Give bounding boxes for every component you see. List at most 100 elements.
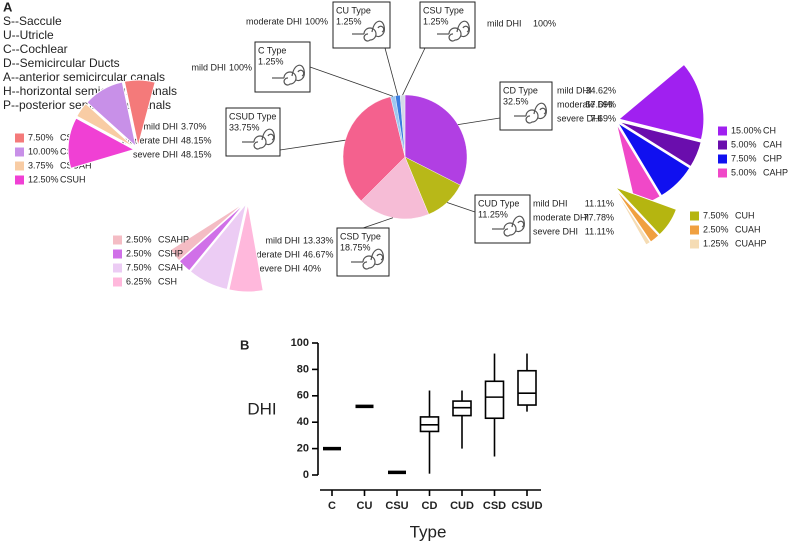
x-tick-label: CSU	[385, 500, 408, 512]
legend-label: CUAH	[735, 224, 761, 234]
subtype-wedge	[169, 201, 246, 262]
subtype-wedge	[613, 188, 652, 246]
dhi-percent: 48.15%	[181, 149, 212, 159]
x-tick-label: CU	[357, 500, 373, 512]
dhi-level: moderate DHI	[533, 212, 589, 222]
dhi-percent: 40%	[303, 263, 321, 273]
legend-percent: 2.50%	[126, 234, 152, 244]
dhi-level: moderate DHI	[122, 135, 178, 145]
legend-label: CAHP	[763, 167, 788, 177]
subtype-wedge	[617, 122, 691, 197]
connector	[279, 139, 346, 151]
legend-percent: 2.50%	[703, 224, 729, 234]
type-name: CUD Type	[478, 198, 519, 208]
dhi-percent: 13.33%	[303, 235, 334, 245]
dhi-level: mild DHI	[191, 62, 226, 72]
ear-icon-part	[448, 27, 462, 42]
dhi-level: mild DHI	[557, 85, 592, 95]
dhi-percent: 48.15%	[181, 135, 212, 145]
dhi-percent: 57.69%	[585, 99, 616, 109]
legend-label: CUH	[735, 210, 755, 220]
legend-label: CSUH	[60, 174, 86, 184]
legend-label: CSHP	[158, 248, 183, 258]
ear-icon-part	[291, 64, 305, 82]
dhi-level: severe DHI	[133, 149, 178, 159]
legend-label: CSAH	[158, 262, 183, 272]
ear-icon	[437, 20, 470, 42]
connector	[402, 47, 426, 96]
legend-percent: 3.75%	[28, 160, 54, 170]
y-tick-label: 40	[297, 416, 309, 428]
dhi-percent: 34.62%	[585, 85, 616, 95]
type-box	[254, 41, 311, 93]
dhi-level: mild DHI	[533, 198, 568, 208]
panel-label: B	[240, 337, 249, 352]
legend-label: CSAHP	[158, 234, 189, 244]
legend-swatch	[15, 161, 24, 171]
legend-swatch	[15, 133, 24, 143]
ear-icon-part	[267, 133, 275, 141]
connector	[309, 66, 394, 97]
type-percent: 11.25%	[478, 209, 508, 219]
legend-percent: 5.00%	[731, 167, 757, 177]
connector	[457, 117, 501, 126]
dhi-level: mild DHI	[487, 18, 522, 28]
type-name: CSD Type	[340, 231, 381, 241]
ear-icon-part	[456, 20, 470, 38]
type-percent: 32.5%	[503, 96, 529, 106]
subtype-wedge	[123, 79, 156, 147]
dhi-percent: 100%	[305, 16, 328, 26]
panel-label: A	[3, 0, 13, 14]
legend-swatch	[718, 126, 727, 136]
dhi-percent: 11.11%	[585, 198, 614, 208]
x-tick-label: CUD	[450, 500, 474, 512]
dhi-percent: 100%	[533, 18, 556, 28]
ear-icon-part	[297, 69, 305, 77]
dhi-level: severe DHI	[255, 263, 300, 273]
ear-icon-part	[377, 25, 385, 33]
dhi-percent: 3.70%	[181, 121, 207, 131]
type-percent: 1.25%	[423, 16, 449, 26]
dhi-level: moderate DHI	[246, 16, 302, 26]
type-percent: 1.25%	[258, 56, 284, 66]
y-axis-label: DHI	[247, 399, 276, 418]
legend-swatch	[15, 175, 24, 185]
connector	[362, 217, 394, 229]
type-name: CD Type	[503, 85, 538, 95]
legend-percent: 7.50%	[731, 153, 757, 163]
subtype-wedge	[189, 203, 247, 291]
type-name: CSU Type	[423, 5, 464, 15]
dhi-percent: 100%	[229, 62, 252, 72]
y-tick-label: 80	[297, 363, 309, 375]
legend-swatch	[113, 277, 122, 287]
subtype-wedge	[228, 203, 264, 293]
ear-icon-part	[283, 71, 297, 86]
dhi-percent: 11.11%	[585, 226, 614, 236]
dhi-percent: 7.69%	[590, 113, 616, 123]
ear-icon-part	[261, 128, 275, 146]
box	[484, 380, 505, 420]
x-tick-label: CD	[422, 500, 438, 512]
ear-icon	[514, 102, 547, 124]
type-name: CSUD Type	[229, 111, 276, 121]
legend-percent: 7.50%	[703, 210, 729, 220]
dhi-level: severe DHI	[557, 113, 602, 123]
type-box	[419, 1, 476, 49]
abbreviation: S--Saccule	[3, 14, 62, 28]
ear-icon	[351, 248, 384, 270]
subtype-wedge	[618, 121, 702, 168]
legend-percent: 7.50%	[28, 132, 54, 142]
type-percent: 18.75%	[340, 242, 371, 252]
type-box	[499, 81, 553, 131]
pie-slice	[342, 96, 406, 202]
legend-swatch	[113, 263, 122, 273]
ear-icon-part	[525, 109, 539, 124]
legend-swatch	[690, 211, 699, 221]
legend-swatch	[718, 154, 727, 164]
ear-icon-part	[517, 220, 525, 228]
type-box	[474, 194, 531, 244]
legend-swatch	[718, 140, 727, 150]
subtype-wedge	[617, 63, 705, 141]
subtype-wedge	[76, 102, 136, 149]
dhi-level: moderate DHI	[244, 249, 300, 259]
